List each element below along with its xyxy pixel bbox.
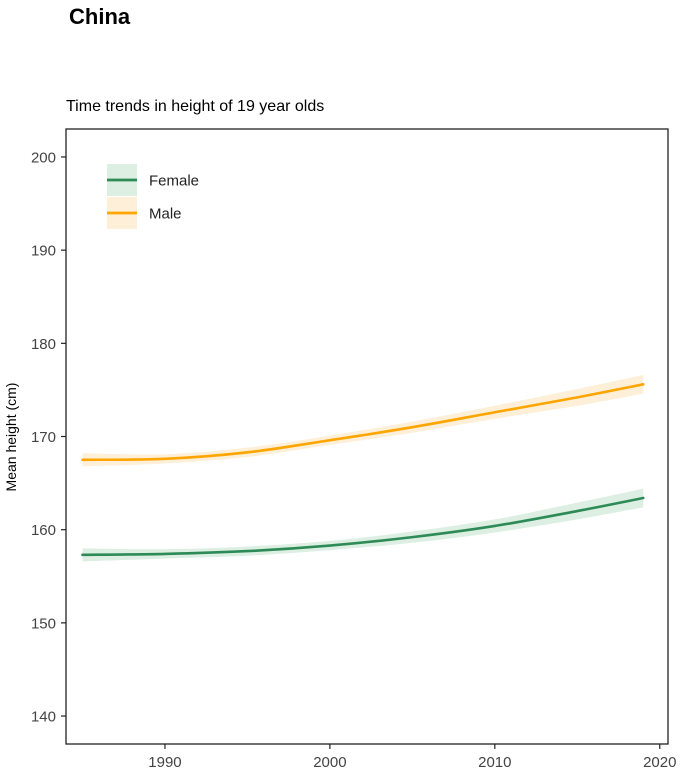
legend-item-male: Male [107,197,182,229]
y-tick-label-190: 190 [31,243,56,260]
x-tick-label-2010: 2010 [478,754,511,771]
chart-subtitle: Time trends in height of 19 year olds [66,98,325,115]
x-tick-label-1990: 1990 [148,754,181,771]
legend: Female Male [107,164,199,229]
legend-label-female: Female [149,173,199,190]
y-tick-label-150: 150 [31,615,56,632]
y-tick-label-180: 180 [31,336,56,353]
female-line [81,496,645,557]
y-axis: 140 150 160 170 180 190 200 [31,149,66,726]
female-confidence-band [82,488,644,562]
legend-label-male: Male [149,206,182,223]
series-lines [81,383,645,557]
y-tick-label-170: 170 [31,429,56,446]
y-axis-title: Mean height (cm) [3,383,19,492]
country-title: China [69,4,131,29]
y-tick-label-140: 140 [31,709,56,726]
confidence-bands [82,375,644,562]
male-line [81,383,645,462]
y-tick-label-160: 160 [31,522,56,539]
x-tick-label-2000: 2000 [313,754,346,771]
male-confidence-band [82,375,644,467]
y-tick-label-200: 200 [31,149,56,166]
legend-item-female: Female [107,164,199,196]
x-tick-label-2020: 2020 [643,754,676,771]
x-axis: 1990 2000 2010 2020 [148,744,676,771]
